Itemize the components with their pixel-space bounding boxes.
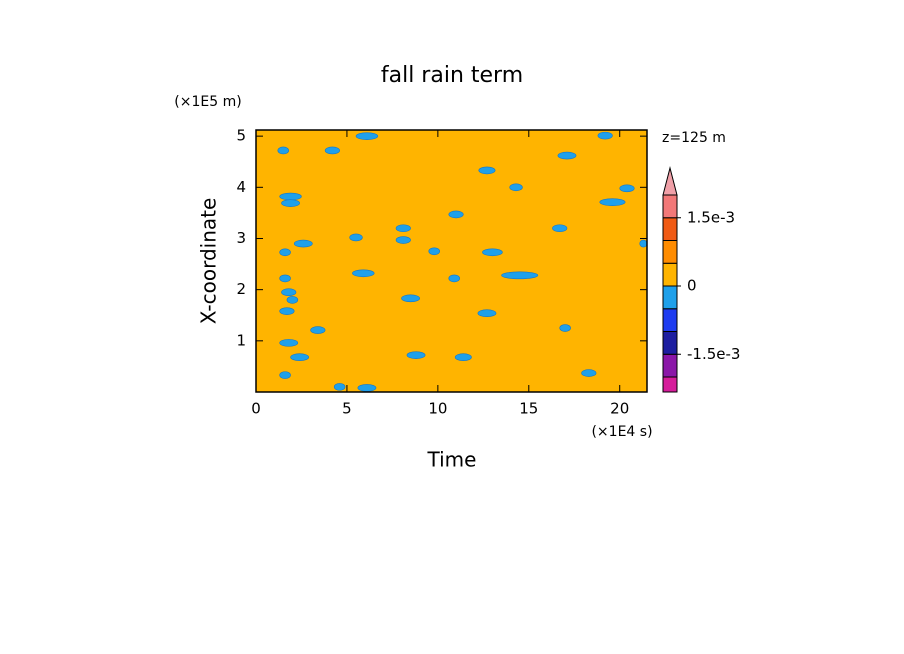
patch bbox=[482, 248, 503, 257]
patch bbox=[333, 383, 346, 391]
patch bbox=[478, 166, 496, 175]
patch bbox=[639, 239, 648, 248]
colorbar-box bbox=[662, 240, 678, 264]
patch bbox=[477, 309, 497, 317]
patch bbox=[557, 151, 577, 160]
patch bbox=[352, 269, 375, 278]
patch bbox=[406, 351, 426, 359]
patch bbox=[290, 353, 310, 362]
colorbar-box bbox=[662, 376, 678, 393]
patch bbox=[310, 326, 326, 334]
patch bbox=[277, 146, 290, 155]
patch bbox=[286, 296, 299, 304]
colorbar-box bbox=[662, 217, 678, 241]
x-tick-label: 20 bbox=[610, 400, 629, 418]
patch bbox=[448, 274, 460, 283]
patch bbox=[293, 239, 313, 248]
colorbar-triangle bbox=[662, 166, 678, 196]
patch bbox=[552, 224, 568, 233]
patch bbox=[428, 247, 440, 256]
patch bbox=[281, 288, 297, 297]
x-unit: (×1E4 s) bbox=[591, 424, 652, 440]
plot-frame bbox=[255, 129, 648, 393]
patch bbox=[581, 369, 597, 377]
y-tick-label: 2 bbox=[236, 280, 246, 298]
colorbar-box bbox=[662, 353, 678, 378]
y-axis-label: X-coordinate bbox=[197, 198, 221, 325]
patch bbox=[279, 339, 299, 347]
y-tick-label: 3 bbox=[236, 229, 246, 247]
y-tick-label: 1 bbox=[236, 331, 246, 349]
y-tick-label: 5 bbox=[236, 127, 246, 145]
patch bbox=[281, 199, 300, 207]
patch bbox=[619, 184, 635, 193]
colorbar-box bbox=[662, 262, 678, 287]
patch bbox=[279, 248, 291, 257]
annotation: z=125 m bbox=[662, 130, 726, 146]
patch bbox=[599, 198, 626, 206]
colorbar-box bbox=[662, 331, 678, 355]
colorbar-tick-label: 0 bbox=[687, 277, 697, 295]
patch bbox=[395, 224, 411, 233]
colorbar-box bbox=[662, 285, 678, 310]
patch bbox=[448, 210, 464, 219]
colorbar-tick-label: 1.5e-3 bbox=[687, 208, 735, 226]
colorbar-box bbox=[662, 194, 678, 219]
patch bbox=[279, 192, 302, 201]
patch bbox=[501, 271, 539, 280]
x-tick-label: 10 bbox=[428, 400, 447, 418]
patch bbox=[279, 274, 291, 283]
colorbar-tick-label: -1.5e-3 bbox=[687, 345, 740, 363]
patch bbox=[454, 353, 472, 362]
patch bbox=[355, 132, 379, 140]
y-unit: (×1E5 m) bbox=[174, 94, 241, 110]
chart-title: fall rain term bbox=[381, 63, 523, 88]
x-tick-label: 0 bbox=[251, 400, 261, 418]
y-tick-label: 4 bbox=[236, 178, 246, 196]
patch bbox=[401, 294, 420, 303]
patch bbox=[509, 183, 523, 192]
patch bbox=[324, 146, 340, 155]
patch bbox=[349, 233, 363, 242]
x-tick-label: 15 bbox=[519, 400, 538, 418]
patch bbox=[597, 131, 613, 140]
patch bbox=[357, 384, 377, 392]
patch bbox=[279, 307, 295, 315]
field-background bbox=[256, 130, 647, 392]
patch bbox=[395, 236, 411, 244]
patch bbox=[279, 371, 291, 379]
patch bbox=[559, 324, 571, 332]
colorbar-box bbox=[662, 308, 678, 332]
x-tick-label: 5 bbox=[342, 400, 352, 418]
x-axis-label: Time bbox=[427, 448, 477, 472]
